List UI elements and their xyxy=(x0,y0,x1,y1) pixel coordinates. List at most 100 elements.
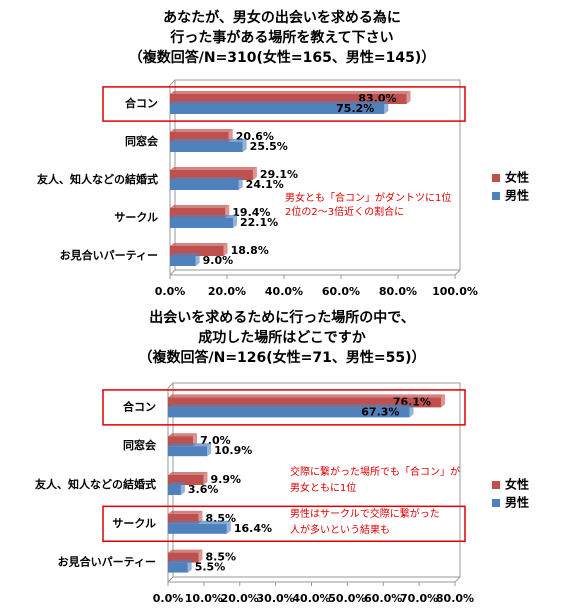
bar xyxy=(168,397,442,408)
x-tick-label: 0.0% xyxy=(153,592,184,605)
bar-side xyxy=(228,129,233,142)
bar xyxy=(168,562,188,573)
y-tick-label: サークル xyxy=(112,517,156,530)
y-tick-label: 友人、知人などの結婚式 xyxy=(35,477,156,491)
x-tick-label: 20.0% xyxy=(208,285,246,298)
y-tick-label: 友人、知人などの結婚式 xyxy=(37,172,158,186)
value-label: 19.4% xyxy=(232,206,270,219)
value-label: 16.4% xyxy=(234,522,272,535)
bar-top xyxy=(170,101,389,104)
bar xyxy=(168,446,208,457)
value-label: 9.0% xyxy=(203,254,234,267)
bar-side xyxy=(242,139,247,152)
legend-label: 男性 xyxy=(505,495,529,510)
value-label: 5.5% xyxy=(195,561,226,574)
bar xyxy=(170,180,239,190)
annotation: 男女とも「合コン」がダントツに1位 xyxy=(285,191,451,204)
bar xyxy=(168,485,181,495)
legend-label: 男性 xyxy=(505,188,529,203)
y-tick-label: 同窓会 xyxy=(125,134,159,148)
bar xyxy=(170,218,233,228)
annotation: 男女ともに1位 xyxy=(290,481,356,494)
bar xyxy=(170,208,226,218)
bar-side xyxy=(384,101,389,114)
legend-label: 女性 xyxy=(505,170,529,185)
bar-side xyxy=(180,482,185,495)
bar-top xyxy=(170,139,247,142)
bar-top xyxy=(168,510,203,514)
bar-side xyxy=(232,215,237,228)
bar xyxy=(168,523,227,534)
x-tick-label: 20.0% xyxy=(221,592,259,605)
bar-side xyxy=(238,177,243,190)
bar-top xyxy=(168,433,198,437)
legend-swatch xyxy=(492,481,500,489)
annotation: 男性はサークルで交際に繋がった xyxy=(290,507,440,520)
annotation: 交際に繋がった場所でも「合コン」が xyxy=(290,465,460,478)
y-tick-label: お見合いパーティー xyxy=(60,248,158,262)
legend-swatch xyxy=(492,192,500,200)
bar-top xyxy=(170,129,233,132)
bar-side xyxy=(195,253,200,266)
x-tick-label: 100.0% xyxy=(432,285,478,298)
bar-side xyxy=(252,167,257,180)
bar-top xyxy=(170,91,411,94)
y-tick-label: 合コン xyxy=(125,96,158,110)
bar xyxy=(170,132,229,142)
bar-top xyxy=(170,253,200,256)
x-tick-label: 80.0% xyxy=(436,592,474,605)
value-label: 3.6% xyxy=(188,483,219,496)
chart-title: 行った事がある場所を教えて下さい xyxy=(169,29,393,46)
chart-title: （複数回答/N=126(女性=71、男性=55)） xyxy=(138,349,425,366)
bar xyxy=(170,142,243,152)
bar-side xyxy=(203,472,208,485)
x-tick-label: 0.0% xyxy=(155,285,186,298)
legend-label: 女性 xyxy=(505,477,529,492)
x-tick-label: 70.0% xyxy=(400,592,438,605)
x-tick-label: 40.0% xyxy=(292,592,330,605)
bar xyxy=(168,475,204,485)
value-label: 18.8% xyxy=(231,244,269,257)
bar xyxy=(168,407,410,418)
bar-top xyxy=(168,394,446,398)
bar-top xyxy=(170,167,257,170)
chart-title: 成功した場所はどこですか xyxy=(198,329,366,346)
y-tick-label: 合コン xyxy=(123,399,156,413)
bar xyxy=(168,513,199,524)
bar-side xyxy=(193,433,198,447)
value-label: 67.3% xyxy=(361,405,399,418)
value-label: 25.5% xyxy=(250,140,288,153)
bar-top xyxy=(168,549,203,553)
chart-title: あなたが、男女の出会いを求める為に xyxy=(163,9,401,26)
value-label: 10.9% xyxy=(214,444,252,457)
highlight-box xyxy=(102,86,466,122)
chart-title: 出会いを求めるために行った場所の中で、 xyxy=(149,309,414,326)
bar xyxy=(170,246,224,256)
bar-top xyxy=(168,482,185,485)
value-label: 8.5% xyxy=(205,551,236,564)
x-tick-label: 40.0% xyxy=(265,285,303,298)
bar-side xyxy=(207,443,212,457)
bar-top xyxy=(168,559,192,563)
x-tick-label: 60.0% xyxy=(322,285,360,298)
bar-top xyxy=(170,243,228,246)
annotation: 2位の2～3倍近くの割合に xyxy=(285,205,404,218)
bar-side xyxy=(198,510,203,524)
bar-side xyxy=(187,559,192,573)
x-tick-label: 80.0% xyxy=(379,285,417,298)
bar-side xyxy=(198,549,203,563)
x-tick-label: 10.0% xyxy=(185,592,223,605)
bar-side xyxy=(441,394,446,408)
y-tick-label: 同窓会 xyxy=(123,438,157,452)
bar-top xyxy=(170,177,243,180)
bar xyxy=(170,94,407,104)
y-tick-label: お見合いパーティー xyxy=(58,555,156,569)
bar-top xyxy=(168,443,212,447)
x-tick-label: 60.0% xyxy=(364,592,402,605)
bar xyxy=(168,552,199,563)
value-label: 9.9% xyxy=(211,473,242,486)
chart-title: （複数回答/N=310(女性=165、男性=145)） xyxy=(129,49,436,66)
bar-side xyxy=(409,404,414,418)
x-tick-label: 50.0% xyxy=(328,592,366,605)
bar xyxy=(170,256,196,266)
